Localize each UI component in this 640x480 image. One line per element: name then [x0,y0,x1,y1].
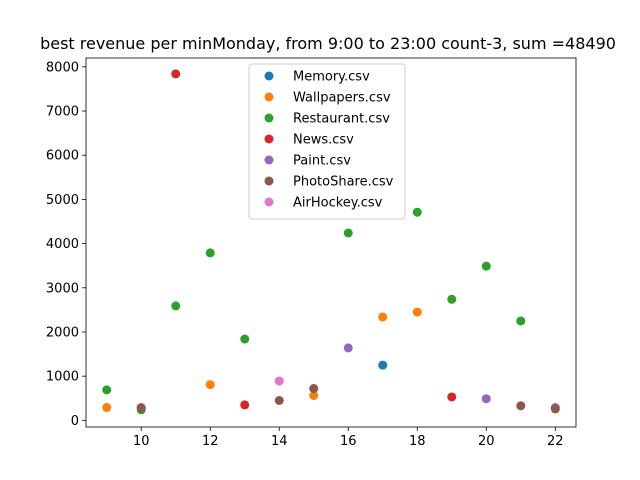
legend-label: Memory.csv [293,70,370,85]
data-point [343,228,353,238]
legend-label: PhotoShare.csv [293,175,394,190]
y-tick-label: 0 [71,414,79,429]
x-tick-label: 14 [271,434,288,449]
y-tick-label: 5000 [46,193,79,208]
legend-label: Restaurant.csv [293,112,390,127]
legend-marker [264,155,274,165]
x-tick-label: 22 [547,434,564,449]
plot-frame [85,57,577,428]
legend-marker [264,197,274,207]
y-tick-label: 1000 [46,370,79,385]
x-tick-label: 10 [133,434,150,449]
x-tick-label: 12 [202,434,219,449]
legend-label: News.csv [293,133,354,148]
y-tick-label: 8000 [46,60,79,75]
plot-area [85,57,577,428]
data-point [205,380,215,390]
data-point [343,343,353,353]
y-tick-label: 3000 [46,281,79,296]
legend-marker [264,92,274,102]
data-point [481,261,491,271]
data-point [378,360,388,370]
data-point [309,391,319,401]
data-point [274,395,284,405]
data-point [516,316,526,326]
legend-label: Paint.csv [293,154,351,169]
data-point [516,401,526,411]
y-tick-label: 6000 [46,149,79,164]
legend-label: Wallpapers.csv [293,91,391,106]
data-point [240,334,250,344]
data-point [102,385,112,395]
chart-title: best revenue per minMonday, from 9:00 to… [40,34,616,53]
legend-label: AirHockey.csv [293,196,383,211]
data-point [447,392,457,402]
data-point [550,404,560,414]
data-point [447,294,457,304]
legend-marker [264,134,274,144]
legend-box [248,63,406,220]
data-point [274,376,284,386]
legend: Memory.csv Wallpapers.csv Restaurant.csv Ne… [248,63,406,220]
x-tick-label: 20 [478,434,495,449]
legend-marker [264,113,274,123]
data-point [378,312,388,322]
data-point [309,384,319,394]
data-point [171,301,181,311]
y-tick-label: 7000 [46,105,79,120]
data-points [102,69,560,415]
data-point [412,307,422,317]
legend-marker [264,176,274,186]
data-point [171,69,181,79]
data-point [412,207,422,217]
data-point [205,248,215,258]
y-axis: 0 1000 2000 3000 4000 5000 6000 7000 8000 [46,60,86,429]
x-tick-label: 18 [409,434,426,449]
y-tick-label: 4000 [46,237,79,252]
data-point [136,403,146,413]
legend-marker [264,71,274,81]
y-tick-label: 2000 [46,325,79,340]
x-tick-label: 16 [340,434,357,449]
x-axis: 10 12 14 16 18 20 22 [133,427,564,449]
data-point [240,400,250,410]
data-point [102,403,112,413]
data-point [481,394,491,404]
